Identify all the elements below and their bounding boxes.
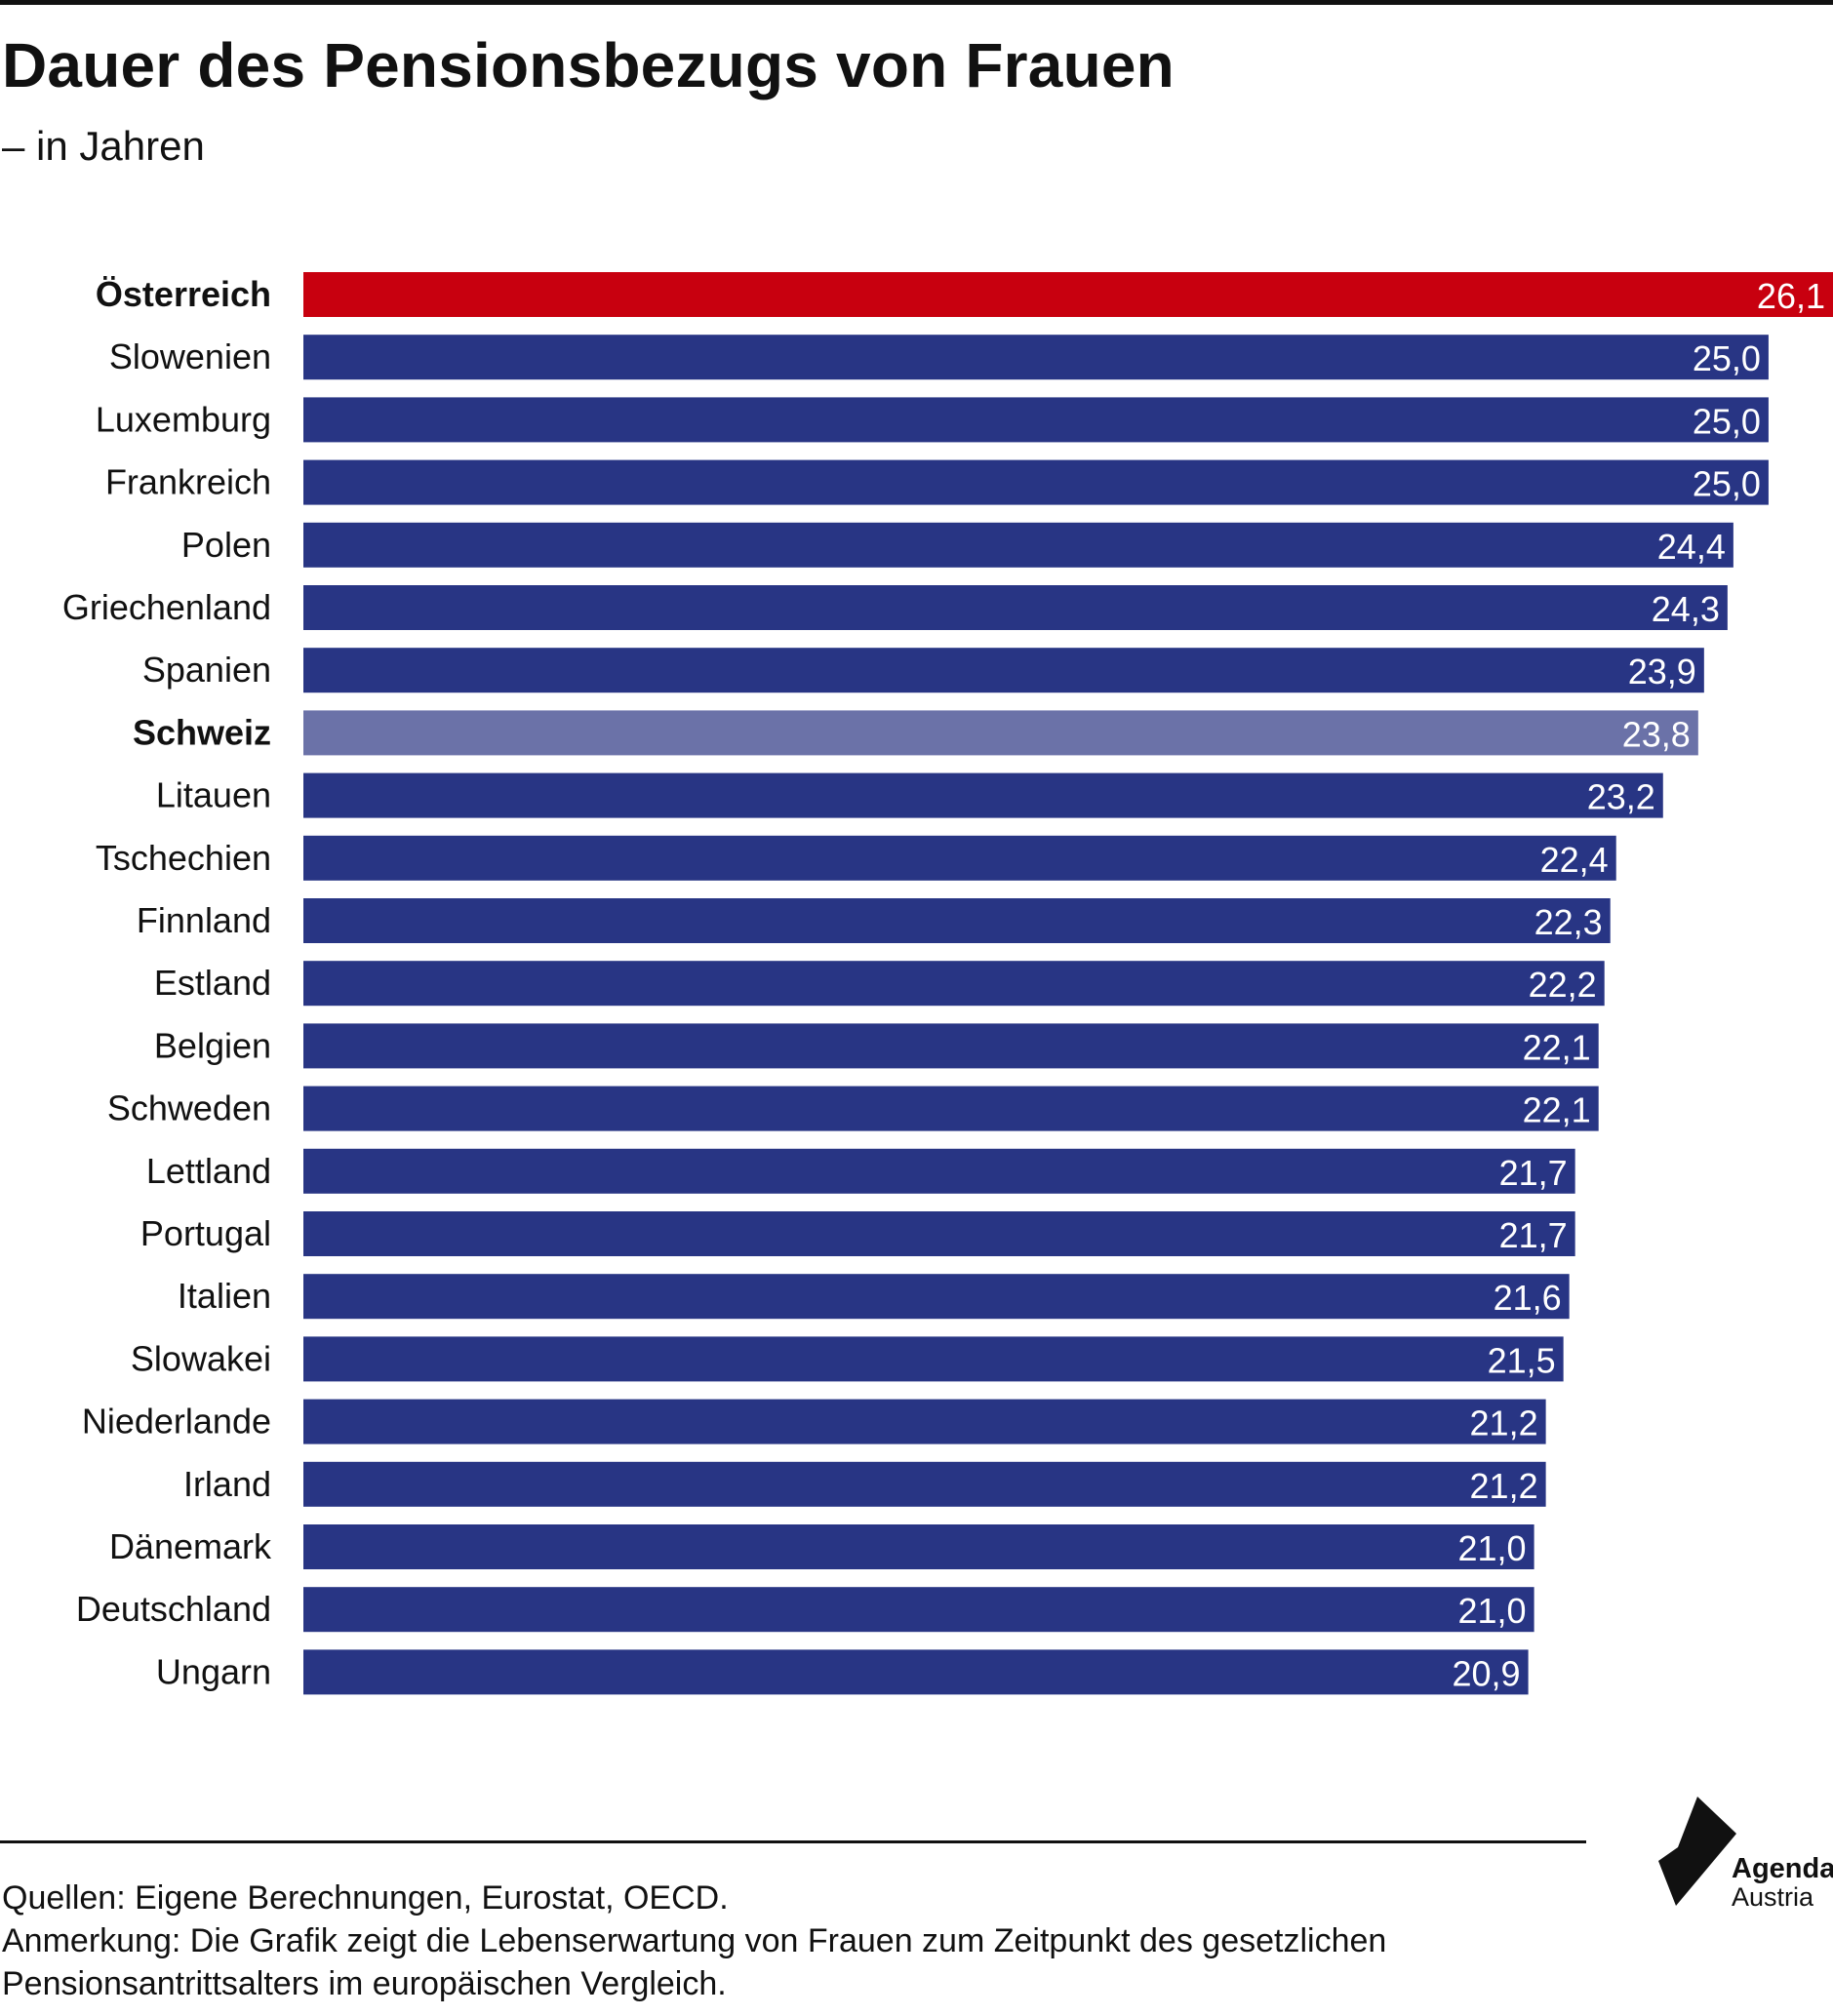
- bar-deutschland: [303, 1587, 1534, 1633]
- value-label-deutschland: 21,0: [1458, 1591, 1527, 1631]
- value-label-litauen: 23,2: [1587, 777, 1655, 817]
- bar-schweden: [303, 1086, 1599, 1131]
- category-label-oesterreich: Österreich: [96, 274, 271, 314]
- annotation-note-line-1: Anmerkung: Die Grafik zeigt die Lebenser…: [2, 1922, 1387, 1959]
- bar-portugal: [303, 1211, 1575, 1256]
- bar-niederlande: [303, 1399, 1546, 1444]
- bar-tschechien: [303, 835, 1616, 881]
- footer-rule: [0, 1840, 1586, 1843]
- bar-frankreich: [303, 459, 1769, 505]
- value-label-daenemark: 21,0: [1458, 1528, 1527, 1568]
- category-label-ungarn: Ungarn: [156, 1651, 271, 1691]
- category-label-daenemark: Dänemark: [109, 1526, 272, 1566]
- category-label-slowenien: Slowenien: [109, 336, 271, 376]
- bar-lettland: [303, 1148, 1575, 1194]
- bar-oesterreich: [303, 272, 1833, 317]
- value-label-schweiz: 23,8: [1622, 714, 1691, 754]
- footnotes: Quellen: Eigene Berechnungen, Eurostat, …: [2, 1877, 1660, 2005]
- value-label-polen: 24,4: [1657, 527, 1726, 567]
- value-label-belgien: 22,1: [1523, 1027, 1591, 1067]
- category-label-tschechien: Tschechien: [96, 838, 271, 878]
- bar-estland: [303, 961, 1605, 1007]
- bar-slowakei: [303, 1336, 1564, 1382]
- bar-schweiz: [303, 710, 1698, 756]
- category-label-estland: Estland: [154, 963, 271, 1003]
- category-label-finnland: Finnland: [137, 900, 271, 940]
- category-label-spanien: Spanien: [142, 650, 271, 690]
- category-label-schweden: Schweden: [107, 1088, 271, 1128]
- category-label-irland: Irland: [183, 1464, 271, 1504]
- annotation-note-line-2: Pensionsantrittsalters im europäischen V…: [2, 1965, 727, 2002]
- agenda-austria-logo: Agenda Austria: [1658, 1797, 1833, 1914]
- value-label-ungarn: 20,9: [1453, 1653, 1521, 1693]
- top-rule: [0, 0, 1833, 5]
- value-label-finnland: 22,3: [1534, 902, 1603, 942]
- agenda-austria-logo-icon: [1658, 1797, 1736, 1906]
- category-label-luxemburg: Luxemburg: [96, 399, 271, 439]
- category-label-griechenland: Griechenland: [62, 587, 271, 627]
- bar-litauen: [303, 772, 1663, 818]
- value-label-griechenland: 24,3: [1652, 589, 1720, 629]
- category-label-belgien: Belgien: [154, 1025, 271, 1065]
- value-label-slowenien: 25,0: [1693, 338, 1761, 378]
- category-label-italien: Italien: [178, 1276, 271, 1316]
- bar-slowenien: [303, 335, 1769, 380]
- value-label-spanien: 23,9: [1628, 652, 1696, 692]
- category-label-schweiz: Schweiz: [133, 712, 271, 752]
- value-label-tschechien: 22,4: [1540, 840, 1609, 880]
- bar-irland: [303, 1461, 1546, 1507]
- value-label-slowakei: 21,5: [1488, 1340, 1556, 1380]
- logo-text-austria: Austria: [1732, 1882, 1814, 1912]
- value-label-niederlande: 21,2: [1470, 1403, 1538, 1443]
- category-label-polen: Polen: [181, 525, 271, 565]
- chart-subtitle: – in Jahren: [2, 123, 205, 169]
- category-label-slowakei: Slowakei: [131, 1338, 271, 1378]
- value-label-oesterreich: 26,1: [1757, 276, 1825, 316]
- value-label-estland: 22,2: [1529, 965, 1597, 1005]
- bar-chart: Österreich 26,1 Slowenien 25,0 Luxemburg 25,0…: [62, 272, 1833, 1695]
- bar-belgien: [303, 1023, 1599, 1069]
- value-label-portugal: 21,7: [1499, 1215, 1568, 1255]
- bar-luxemburg: [303, 397, 1769, 443]
- value-label-luxemburg: 25,0: [1693, 401, 1761, 441]
- bar-spanien: [303, 648, 1704, 693]
- bar-daenemark: [303, 1524, 1534, 1569]
- bar-finnland: [303, 898, 1611, 943]
- value-label-frankreich: 25,0: [1693, 464, 1761, 504]
- category-label-litauen: Litauen: [156, 775, 271, 815]
- value-label-italien: 21,6: [1494, 1278, 1562, 1318]
- sources-note: Quellen: Eigene Berechnungen, Eurostat, …: [2, 1879, 729, 1917]
- bar-polen: [303, 522, 1733, 568]
- value-label-lettland: 21,7: [1499, 1153, 1568, 1193]
- chart-title: Dauer des Pensionsbezugs von Frauen: [2, 30, 1175, 100]
- bar-italien: [303, 1274, 1570, 1320]
- bar-ungarn: [303, 1649, 1529, 1695]
- value-label-irland: 21,2: [1470, 1466, 1538, 1506]
- value-label-schweden: 22,1: [1523, 1090, 1591, 1130]
- category-label-lettland: Lettland: [146, 1151, 271, 1191]
- logo-text-agenda: Agenda: [1732, 1853, 1833, 1884]
- category-label-frankreich: Frankreich: [105, 462, 271, 502]
- category-label-portugal: Portugal: [140, 1213, 271, 1253]
- category-label-deutschland: Deutschland: [76, 1589, 271, 1629]
- bar-griechenland: [303, 585, 1728, 630]
- category-label-niederlande: Niederlande: [82, 1402, 271, 1442]
